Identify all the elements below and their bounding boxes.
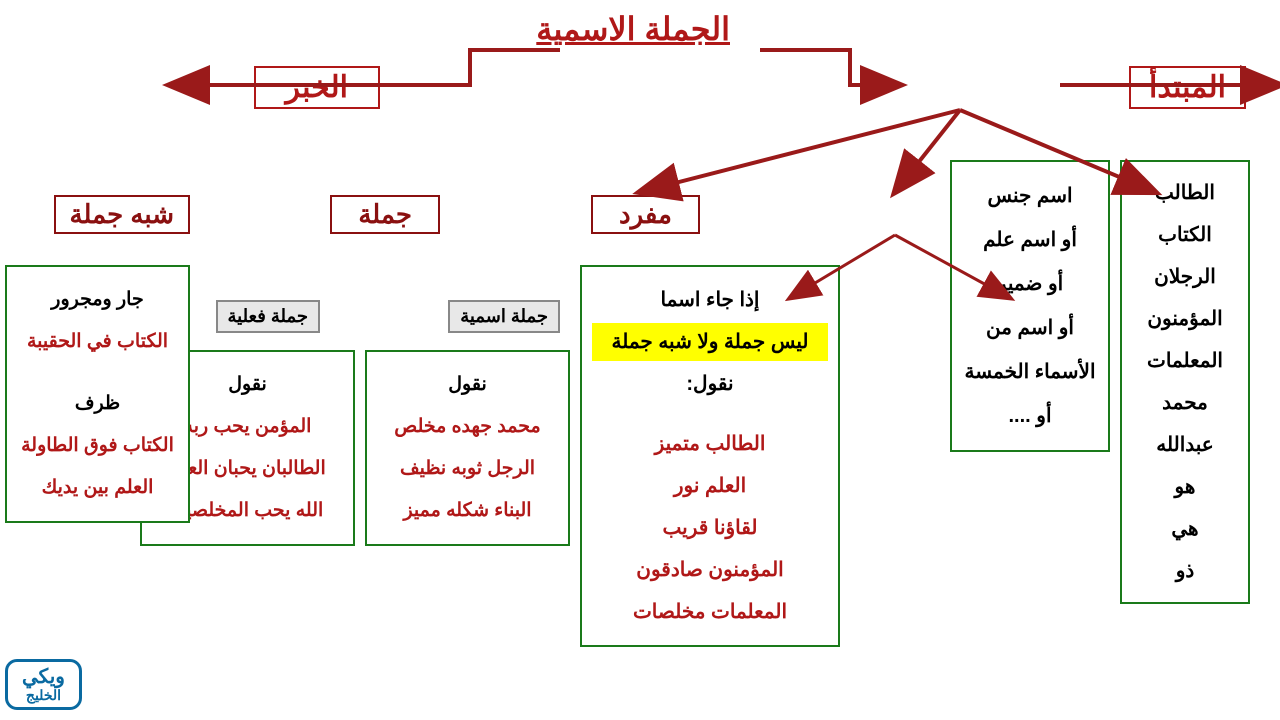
main-title: الجملة الاسمية [526, 6, 740, 52]
khabar-box: الخبر [254, 66, 380, 109]
jumla-box: جملة [330, 195, 440, 234]
ismiya-content: نقول محمد جهده مخلص الرجل ثوبه نظيف البن… [365, 350, 570, 546]
filia-label: جملة فعلية [216, 300, 320, 333]
mubtada-examples-2: اسم جنس أو اسم علم أو ضمير أو اسم من الأ… [950, 160, 1110, 452]
mufrad-content: إذا جاء اسما ليس جملة ولا شبه جملة نقول:… [580, 265, 840, 647]
shibh-content: جار ومجرور الكتاب في الحقيبة ظرف الكتاب … [5, 265, 190, 523]
mubtada-box: المبتدأ [1129, 66, 1246, 109]
ismiya-label: جملة اسمية [448, 300, 560, 333]
mubtada-examples-1: الطالب الكتاب الرجلان المؤمنون المعلمات … [1120, 160, 1250, 604]
mufrad-box: مفرد [591, 195, 700, 234]
watermark: ويكي الخليج [5, 659, 82, 710]
shibh-box: شبه جملة [54, 195, 190, 234]
